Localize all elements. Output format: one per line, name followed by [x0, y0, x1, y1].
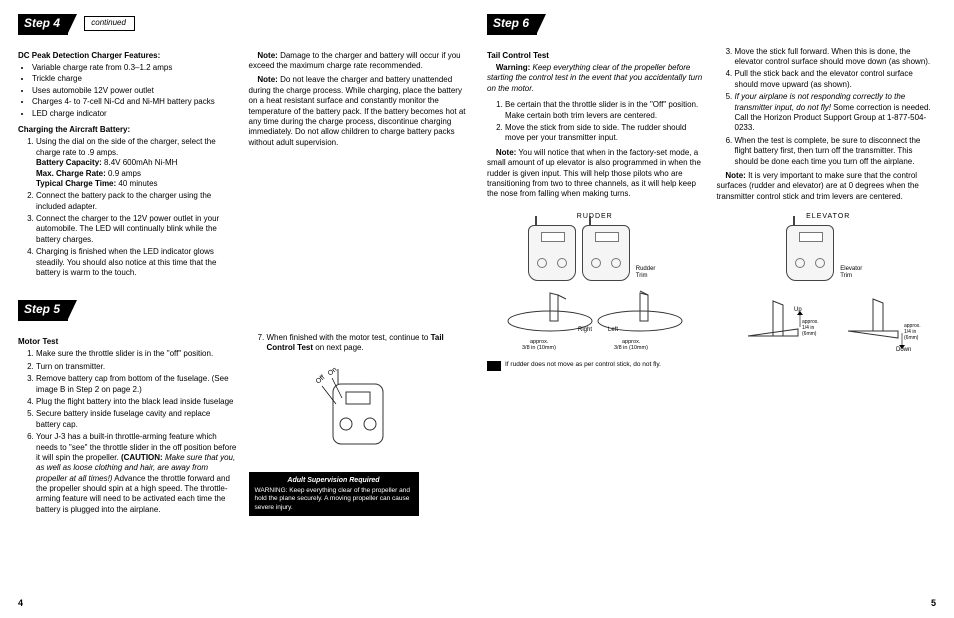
- note-label: Note:: [725, 171, 745, 180]
- tail-step: When the test is complete, be sure to di…: [735, 136, 937, 167]
- note-label: Note:: [257, 51, 277, 60]
- rudder-diagram: RUDDER Rudder Trim: [487, 212, 703, 370]
- warning-box: Adult Supervision Required WARNING: Keep…: [249, 472, 419, 516]
- charge-step: Using the dial on the side of the charge…: [36, 137, 237, 189]
- feature-item: LED charge indicator: [32, 109, 237, 119]
- right-label: Right: [578, 327, 592, 333]
- charge-step: Connect the battery pack to the charger …: [36, 191, 237, 212]
- svg-text:(6mm): (6mm): [904, 335, 919, 341]
- transmitter-illustration: Off On: [298, 364, 418, 464]
- motor-step: Make sure the throttle slider is in the …: [36, 349, 237, 359]
- typ-time-label: Typical Charge Time:: [36, 179, 116, 188]
- off-label: Off: [315, 374, 327, 385]
- note-text: Damage to the charger and battery will o…: [249, 51, 461, 70]
- tail-step: Be certain that the throttle slider is i…: [505, 100, 707, 121]
- flag-note: If rudder does not move as per control s…: [487, 361, 703, 371]
- left-label: Left: [608, 327, 618, 333]
- motor-step: Plug the flight battery into the black l…: [36, 397, 237, 407]
- elevator-tail-svg: Up approx. 1/4 in (6mm) Down approx. 1/4…: [728, 281, 928, 361]
- battery-cap-label: Battery Capacity:: [36, 158, 102, 167]
- down-label: Down: [896, 347, 911, 353]
- svg-text:3/8 in (10mm): 3/8 in (10mm): [522, 345, 556, 351]
- on-label: On: [327, 366, 339, 377]
- flag-note-text: If rudder does not move as per control s…: [505, 361, 661, 369]
- note-1: Note: Damage to the charger and battery …: [249, 51, 468, 72]
- warning-body: WARNING: Keep everything clear of the pr…: [255, 487, 413, 512]
- charging-steps: Using the dial on the side of the charge…: [18, 137, 237, 278]
- tail-steps-cont: Move the stick full forward. When this i…: [717, 47, 937, 167]
- feature-item: Charges 4- to 7-cell Ni-Cd and Ni-MH bat…: [32, 97, 237, 107]
- rudder-tail-svg: Right Left approx. 3/8 in (10mm) approx.…: [500, 281, 690, 351]
- up-label: Up: [794, 307, 802, 313]
- motor-step: Secure battery inside fuselage cavity an…: [36, 409, 237, 430]
- note-label: Note:: [496, 148, 516, 157]
- note-2: Note: Do not leave the charger and batte…: [249, 75, 468, 148]
- caution-label: (CAUTION:: [121, 453, 163, 462]
- step6-warning: Warning: Keep everything clear of the pr…: [487, 63, 707, 94]
- note-label: Note:: [257, 75, 277, 84]
- features-heading: DC Peak Detection Charger Features:: [18, 51, 237, 61]
- page-number-left: 4: [18, 598, 23, 610]
- note-text: It is very important to make sure that t…: [717, 171, 919, 201]
- warning-title: Adult Supervision Required: [255, 476, 413, 485]
- charge-step: Charging is finished when the LED indica…: [36, 247, 237, 278]
- feature-item: Uses automobile 12V power outlet: [32, 86, 237, 96]
- note-text: Do not leave the charger and battery una…: [249, 75, 466, 146]
- rudder-trim-label: Rudder Trim: [636, 266, 662, 282]
- note-text: You will notice that when in the factory…: [487, 148, 701, 199]
- tail-step: Move the stick full forward. When this i…: [735, 47, 937, 68]
- feature-item: Trickle charge: [32, 74, 237, 84]
- step4-header: Step 4: [18, 14, 68, 35]
- step6-header: Step 6: [487, 14, 537, 35]
- s7c: on next page.: [313, 343, 364, 352]
- tail-step: Pull the stick back and the elevator con…: [735, 69, 937, 90]
- motor-test-heading: Motor Test: [18, 337, 237, 347]
- motor-step: Remove battery cap from bottom of the fu…: [36, 374, 237, 395]
- elevator-title: ELEVATOR: [720, 212, 936, 221]
- features-list: Variable charge rate from 0.3–1.2 amps T…: [18, 63, 237, 119]
- elevator-trim-label: Elevator Trim: [840, 266, 870, 282]
- continued-badge: continued: [84, 16, 135, 31]
- motor-step: Your J-3 has a built-in throttle-arming …: [36, 432, 237, 515]
- motor-steps-cont: When finished with the motor test, conti…: [249, 333, 468, 354]
- svg-text:(6mm): (6mm): [802, 331, 817, 337]
- warn-label: Warning:: [496, 63, 530, 72]
- flag-icon: [487, 361, 501, 371]
- max-rate-label: Max. Charge Rate:: [36, 169, 106, 178]
- motor-step: Turn on transmitter.: [36, 362, 237, 372]
- step5-header: Step 5: [18, 300, 68, 321]
- charging-heading: Charging the Aircraft Battery:: [18, 125, 237, 135]
- elevator-diagram: ELEVATOR Elevator Trim: [720, 212, 936, 370]
- battery-cap-val: 8.4V 600mAh Ni-MH: [104, 158, 177, 167]
- svg-text:3/8 in (10mm): 3/8 in (10mm): [614, 345, 648, 351]
- tail-step: If your airplane is not responding corre…: [735, 92, 937, 134]
- tail-test-heading: Tail Control Test: [487, 51, 707, 61]
- max-rate-val: 0.9 amps: [108, 169, 141, 178]
- charge-step: Connect the charger to the 12V power out…: [36, 214, 237, 245]
- motor-step: When finished with the motor test, conti…: [267, 333, 468, 354]
- rudder-title: RUDDER: [487, 212, 703, 221]
- step6-note2: Note: It is very important to make sure …: [717, 171, 937, 202]
- tail-step: Move the stick from side to side. The ru…: [505, 123, 707, 144]
- charge-step-text: Using the dial on the side of the charge…: [36, 137, 216, 156]
- motor-steps: Make sure the throttle slider is in the …: [18, 349, 237, 515]
- transmitter-icon: [528, 225, 576, 281]
- transmitter-icon: [786, 225, 834, 281]
- page-number-right: 5: [931, 598, 936, 610]
- typ-time-val: 40 minutes: [118, 179, 157, 188]
- transmitter-icon: [582, 225, 630, 281]
- feature-item: Variable charge rate from 0.3–1.2 amps: [32, 63, 237, 73]
- tail-steps: Be certain that the throttle slider is i…: [487, 100, 707, 144]
- s7a: When finished with the motor test, conti…: [267, 333, 431, 342]
- step6-note: Note: You will notice that when in the f…: [487, 148, 707, 200]
